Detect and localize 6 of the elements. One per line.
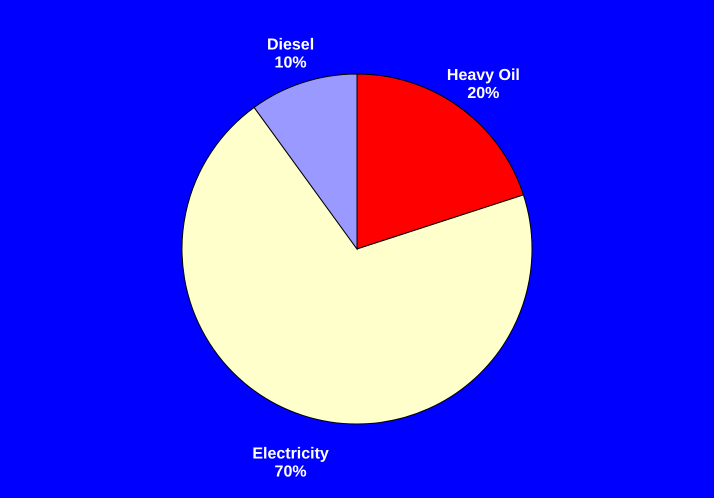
slice-label: Diesel: [266, 36, 314, 54]
data-label: 70%: [274, 463, 307, 480]
slice-label: Electricity: [252, 445, 329, 462]
data-label: 10%: [274, 54, 307, 72]
slice-label: Heavy Oil: [446, 67, 520, 84]
data-label: 20%: [467, 85, 500, 102]
